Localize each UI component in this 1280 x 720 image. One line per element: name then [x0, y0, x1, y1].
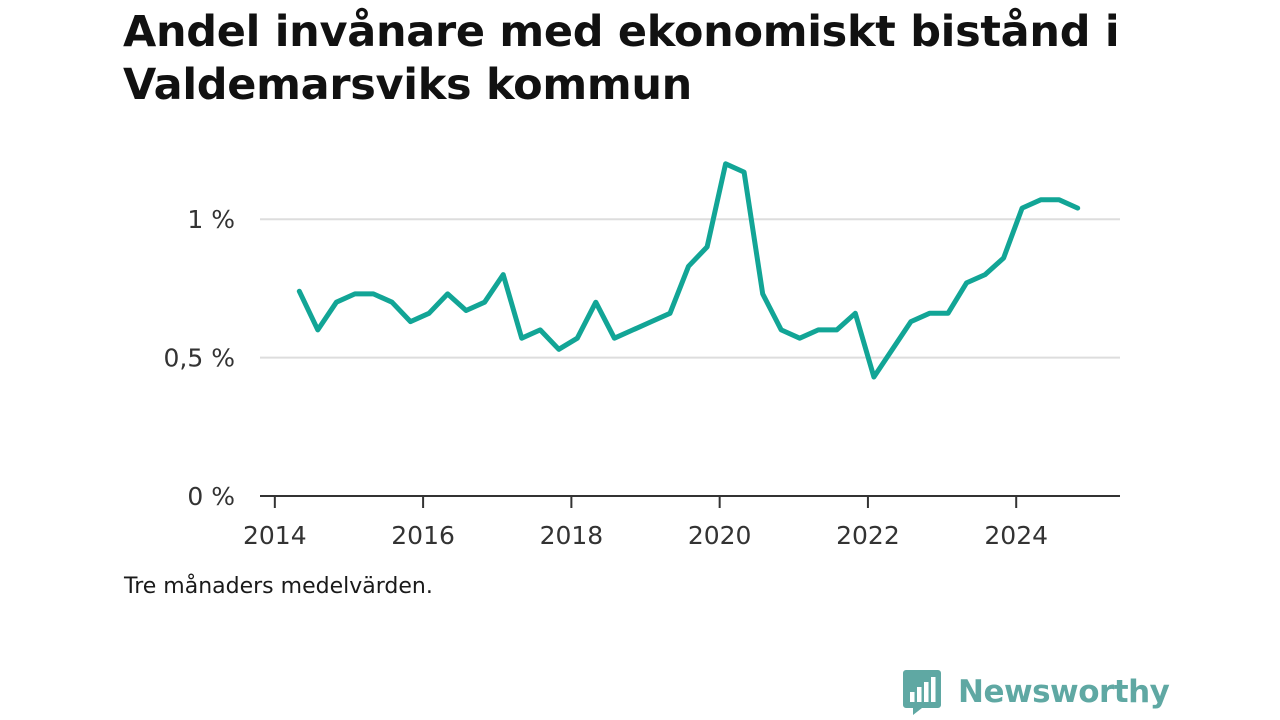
data-point [1057, 197, 1062, 202]
y-tick-label: 0,5 % [164, 344, 235, 373]
y-tick-label: 1 % [187, 205, 235, 234]
data-point [927, 311, 932, 316]
data-point [519, 336, 524, 341]
data-point [723, 161, 728, 166]
data-point [556, 347, 561, 352]
x-tick-label: 2022 [836, 521, 900, 550]
data-point [630, 327, 635, 332]
data-point [538, 327, 543, 332]
data-point [946, 311, 951, 316]
data-point [964, 280, 969, 285]
series-line [296, 161, 1081, 380]
data-point [575, 336, 580, 341]
data-point [686, 264, 691, 269]
data-point [501, 272, 506, 277]
data-point [1038, 197, 1043, 202]
data-point [352, 291, 357, 296]
data-point [371, 291, 376, 296]
series [296, 161, 1081, 380]
data-point [1020, 206, 1025, 211]
data-point [668, 311, 673, 316]
x-tick-label: 2024 [984, 521, 1048, 550]
data-point [315, 327, 320, 332]
data-point [908, 319, 913, 324]
data-point [464, 308, 469, 313]
x-tick-label: 2018 [540, 521, 604, 550]
data-point [834, 327, 839, 332]
x-axis [260, 495, 1120, 508]
bar-chart-speech-bubble-icon [903, 670, 941, 715]
data-point [816, 327, 821, 332]
chart-title: Andel invånare med ekonomiskt bistånd i … [123, 7, 1120, 110]
data-point [853, 311, 858, 316]
x-axis-labels: 2014 2016 2018 2020 2022 2024 [243, 521, 1048, 550]
data-point [760, 291, 765, 296]
y-tick-label: 0 % [187, 482, 235, 511]
x-tick-label: 2016 [391, 521, 455, 550]
data-point [742, 170, 747, 175]
data-point [482, 300, 487, 305]
data-point [1001, 256, 1006, 261]
data-point [890, 347, 895, 352]
data-point [649, 319, 654, 324]
data-point [983, 272, 988, 277]
data-point [1075, 206, 1080, 211]
data-point [779, 327, 784, 332]
data-point [612, 336, 617, 341]
data-point [408, 319, 413, 324]
data-point [427, 311, 432, 316]
data-point [797, 336, 802, 341]
x-tick-label: 2020 [688, 521, 752, 550]
brand-name: Newsworthy [958, 674, 1170, 710]
data-point [871, 375, 876, 380]
x-tick-label: 2014 [243, 521, 307, 550]
grid-lines [260, 218, 1120, 359]
chart-note: Tre månaders medelvärden. [124, 574, 433, 599]
brand-logo: Newsworthy [902, 668, 1170, 716]
data-point [705, 244, 710, 249]
data-point [445, 291, 450, 296]
data-point [390, 300, 395, 305]
y-axis-labels: 0 % 0,5 % 1 % [164, 205, 235, 511]
data-point [334, 300, 339, 305]
data-point [593, 300, 598, 305]
data-point [297, 289, 302, 294]
